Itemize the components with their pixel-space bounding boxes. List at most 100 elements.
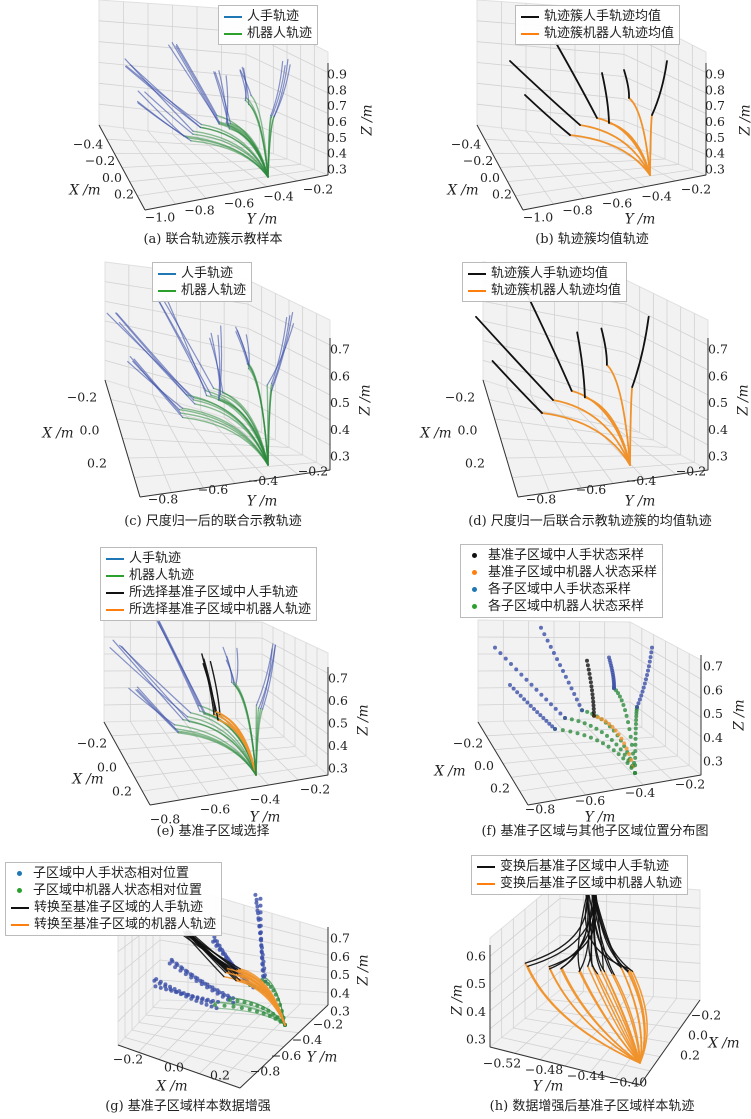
x-tick-label: 0.0 (102, 170, 122, 185)
x-tick-label: −0.2 (67, 390, 97, 405)
human-trajectory (125, 65, 202, 126)
legend-item: 各子区域中机器人状态采样 (466, 598, 657, 615)
selected-human-trajectory (209, 660, 221, 716)
robot-sample (609, 738, 614, 742)
human-sample (644, 677, 648, 682)
robot-sample (560, 728, 565, 733)
legend-f: 基准子区域中人手状态采样 基准子区域中机器人状态采样 各子区域中人手状态采样 各子区域… (460, 544, 664, 618)
human-sample (528, 703, 533, 708)
legend-marker-dot (17, 871, 22, 876)
caption-c: (c) 尺度归一后的联合示教轨迹 (124, 514, 302, 529)
human-relative-position (158, 985, 163, 990)
human-sample (514, 667, 519, 672)
z-tick-label: 0.6 (466, 949, 486, 964)
reference-robot-sample (599, 717, 604, 722)
robot-relative-position (261, 1006, 265, 1011)
human-trajectory (242, 67, 247, 101)
legend-item: 机器人轨迹 (106, 567, 311, 584)
human-relative-position (152, 978, 157, 983)
floor-gridline (142, 765, 318, 792)
legend-label: 各子区域中机器人状态采样 (488, 599, 645, 614)
human-relative-position (210, 988, 215, 993)
human-trajectory (241, 66, 250, 105)
robot-relative-position (235, 998, 240, 1003)
y-tick-label: −0.4 (641, 189, 671, 204)
human-sample (649, 650, 654, 655)
human-sample (544, 697, 549, 702)
y-tick-label: −0.8 (526, 492, 556, 507)
caption-a: (a) 联合轨迹簇示教样本 (143, 232, 283, 247)
y-tick-label: −0.8 (250, 1064, 280, 1079)
axes-box-b (476, 0, 708, 211)
legend-item: 子区域中机器人状态相对位置 (11, 882, 216, 899)
human-relative-position (255, 904, 260, 909)
axes-box-f (477, 619, 703, 806)
human-relative-position (209, 1004, 214, 1009)
z-tick-label: 0.3 (327, 162, 347, 177)
robot-trajectory (218, 398, 269, 466)
y-axis-line (149, 774, 329, 806)
robot-trajectory (192, 399, 269, 466)
human-sample (508, 683, 512, 687)
human-relative-position (221, 950, 226, 955)
legend-marker-line (158, 272, 176, 275)
legend-item: 轨迹簇人手轨迹均值 (468, 265, 621, 282)
floor-gridline (137, 169, 315, 197)
robot-sample (606, 744, 611, 749)
y-tick-label: −0.2 (300, 782, 330, 797)
human-relative-position (194, 978, 199, 983)
legend-label: 变换后基准子区域中人手轨迹 (500, 859, 670, 874)
human-relative-position (183, 968, 188, 973)
robot-sample (633, 721, 638, 726)
mean-human-trajectory (600, 327, 608, 366)
transformed-human-trajectory (592, 894, 634, 972)
transformed-human-trajectory (577, 894, 588, 972)
x-axis-label: X /m (707, 1036, 739, 1052)
human-trajectory (137, 102, 189, 139)
floor-gridline (512, 462, 695, 478)
z-tick-label: 0.8 (705, 82, 725, 97)
legend-marker-line (521, 15, 539, 18)
z-tick-label: 0.5 (703, 706, 723, 721)
y-axis-line (527, 774, 702, 806)
wall-gridline (103, 636, 263, 639)
transformed-robot-trajectory (603, 970, 641, 1064)
legend-label: 轨迹簇机器人轨迹均值 (544, 26, 675, 41)
y-axis-line (489, 1046, 641, 1086)
human-sample (519, 672, 524, 677)
human-relative-position (194, 998, 199, 1003)
x-tick-label: −0.2 (85, 153, 115, 168)
human-relative-position (215, 991, 220, 996)
mean-robot-trajectory (569, 134, 651, 176)
z-tick-label: 0.7 (328, 671, 348, 686)
y-tick-label: −0.8 (562, 203, 592, 218)
transformed-human-trajectory (183, 935, 237, 971)
legend-item: 各子区域中人手状态采样 (466, 581, 657, 598)
transformed-robot-trajectory (620, 966, 642, 1064)
z-tick-label: 0.5 (708, 395, 728, 410)
z-tick-label: 0.6 (330, 368, 350, 383)
y-tick-label: −0.44 (567, 1068, 605, 1083)
robot-relative-position (222, 1003, 227, 1008)
transformed-human-trajectory (183, 932, 225, 978)
robot-trajectory (233, 681, 257, 776)
human-sample (539, 625, 543, 630)
human-sample (646, 664, 651, 669)
human-sample (544, 718, 549, 723)
human-relative-position (258, 896, 263, 901)
human-trajectory (218, 325, 223, 400)
transformed-robot-trajectory (548, 968, 641, 1064)
robot-sample (633, 763, 638, 768)
robot-sample (605, 733, 609, 738)
human-trajectory (116, 312, 195, 401)
human-trajectory (225, 659, 235, 683)
human-sample (538, 713, 543, 718)
transformed-robot-trajectory (560, 967, 641, 1064)
robot-sample (582, 721, 587, 726)
robot-sample (633, 726, 638, 731)
z-tick-label: 0.5 (328, 716, 348, 731)
robot-relative-position (242, 1000, 247, 1005)
z-axis-label: Z /m (358, 384, 374, 416)
human-sample (561, 669, 565, 674)
legend-item: 轨迹簇机器人轨迹均值 (468, 282, 621, 299)
